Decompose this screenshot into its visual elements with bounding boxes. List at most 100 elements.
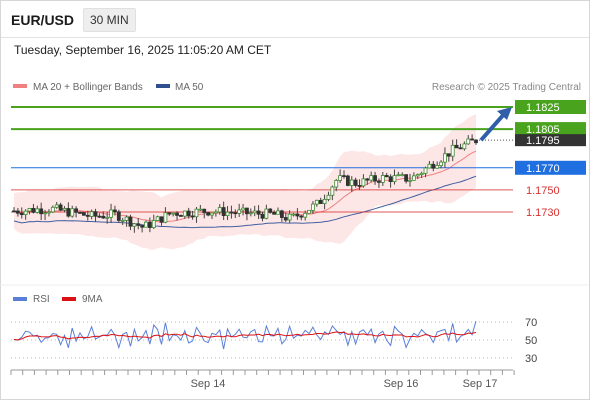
ma20-legend-swatch xyxy=(13,84,27,88)
last-price-tag xyxy=(515,134,586,147)
candle-body xyxy=(322,199,327,204)
candle-body xyxy=(377,180,381,183)
candle-body xyxy=(439,161,443,166)
candle-body xyxy=(175,212,179,216)
candle-body xyxy=(167,212,172,215)
candle-body xyxy=(361,178,366,187)
candle-body xyxy=(237,209,242,214)
candle-body xyxy=(373,175,377,182)
candle-body xyxy=(256,210,261,215)
chart-header: EUR/USD 30 MIN xyxy=(1,1,589,38)
candle-body xyxy=(392,175,397,182)
candle-body xyxy=(221,207,226,217)
candle-body xyxy=(342,175,346,178)
candle-body xyxy=(388,176,393,182)
candle-body xyxy=(435,165,440,169)
candle-body xyxy=(105,216,110,219)
ma50-legend-swatch xyxy=(156,84,170,88)
symbol-title: EUR/USD xyxy=(11,12,75,28)
candle-body xyxy=(396,174,401,177)
rsi-legend-label: RSI xyxy=(33,294,50,305)
candle-body xyxy=(62,208,67,211)
candle-body xyxy=(225,211,230,217)
timeframe-button[interactable]: 30 MIN xyxy=(83,8,136,32)
candle-body xyxy=(85,214,90,217)
candle-body xyxy=(217,207,222,213)
candle-body xyxy=(384,175,389,178)
candle-body xyxy=(264,208,269,219)
rsi-tick-1: 50 xyxy=(525,335,537,347)
candle-body xyxy=(229,211,234,214)
x-label-sep14: Sep 14 xyxy=(191,378,226,390)
rsi-tick-0: 70 xyxy=(525,317,537,329)
level-tag-1 xyxy=(515,122,586,137)
candle-body xyxy=(311,203,315,211)
candle-body xyxy=(210,212,214,216)
candle-body xyxy=(427,163,432,169)
candle-body xyxy=(318,199,323,204)
candle-body xyxy=(345,175,350,186)
candle-body xyxy=(443,153,447,163)
candle-body xyxy=(93,211,98,217)
candle-body xyxy=(307,209,311,214)
candle-body xyxy=(31,207,36,213)
chart-datetime: Tuesday, September 16, 2025 11:05:20 AM … xyxy=(14,43,272,57)
candle-body xyxy=(39,208,44,215)
level-label-5: 1.1730 xyxy=(526,207,560,219)
candle-body xyxy=(23,210,28,216)
candle-body xyxy=(43,212,47,215)
rsi-panel: 70 50 30 xyxy=(11,317,537,365)
candle-body xyxy=(97,215,102,218)
candle-body xyxy=(101,215,106,219)
credit-text: Research © 2025 Trading Central xyxy=(432,82,581,93)
level-label-3: 1.1770 xyxy=(526,163,560,175)
candle-body xyxy=(295,213,300,217)
candle-body xyxy=(12,210,16,213)
candle-body xyxy=(450,144,455,157)
trend-arrow-head xyxy=(497,107,512,120)
level-label-0: 1.1825 xyxy=(526,102,560,114)
candle-body xyxy=(408,179,412,182)
candle-body xyxy=(458,147,463,150)
level-tag-3 xyxy=(515,160,586,175)
candle-body xyxy=(132,223,137,227)
candle-body xyxy=(338,175,343,181)
candle-body xyxy=(334,180,339,188)
candle-body xyxy=(47,211,51,214)
candle-body xyxy=(411,175,416,181)
candle-body xyxy=(357,185,362,187)
rsi-legend-swatch xyxy=(13,297,27,301)
candle-body xyxy=(113,209,117,213)
candle-body xyxy=(446,153,451,157)
candle-body xyxy=(404,174,409,182)
candle-body xyxy=(330,186,335,196)
candle-body xyxy=(474,139,478,144)
candle-body xyxy=(283,217,288,221)
candle-body xyxy=(140,225,145,228)
candle-body xyxy=(15,210,20,214)
candle-body xyxy=(198,208,203,211)
candle-body xyxy=(279,210,284,218)
candle-body xyxy=(245,207,249,215)
candle-body xyxy=(186,210,191,217)
x-axis-ticks xyxy=(10,370,515,375)
candle-body xyxy=(124,216,129,221)
candle-body xyxy=(74,208,79,213)
candle-body xyxy=(194,208,199,218)
candle-body xyxy=(252,210,257,214)
level-label-4: 1.1750 xyxy=(526,185,560,197)
candle-body xyxy=(260,213,265,219)
candle-body xyxy=(369,175,374,181)
candle-body xyxy=(144,221,148,228)
rsi-ma-legend-label: 9MA xyxy=(82,294,103,305)
candle-body xyxy=(120,220,125,222)
candle-body xyxy=(58,204,63,211)
x-label-sep16: Sep 16 xyxy=(384,378,419,390)
candle-body xyxy=(233,212,238,215)
candle-body xyxy=(35,208,40,213)
bollinger-band-fill xyxy=(14,114,476,250)
candle-body xyxy=(206,212,211,216)
candle-body xyxy=(179,215,183,217)
